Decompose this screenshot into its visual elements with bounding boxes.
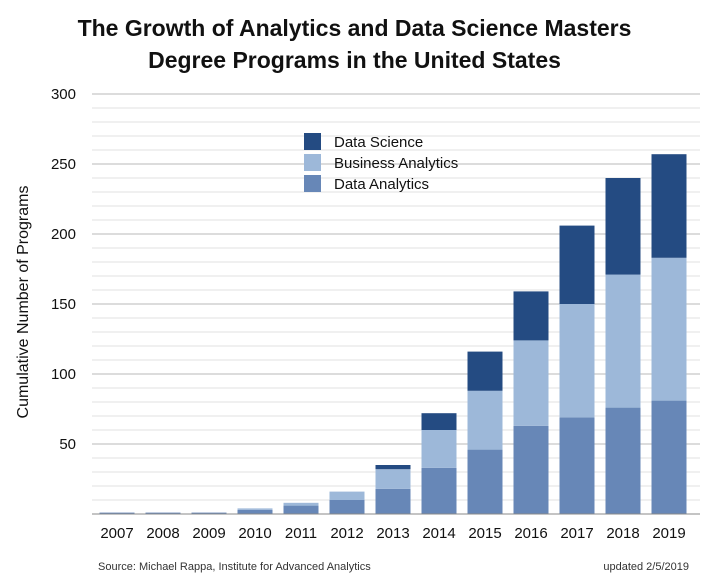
x-tick-label: 2009 [192, 525, 225, 542]
bar-data-analytics-2012 [329, 500, 365, 514]
x-tick-label: 2018 [606, 525, 639, 542]
bar-data-analytics-2017 [559, 417, 595, 514]
legend-label: Data Analytics [334, 176, 429, 193]
y-axis-ticks: 300 250 200 150 100 50 [51, 86, 76, 453]
x-tick-label: 2008 [146, 525, 179, 542]
bar-data-analytics-2010 [237, 509, 273, 514]
x-tick-label: 2010 [238, 525, 271, 542]
bar-data-science-2016 [513, 291, 549, 341]
bar-business-analytics-2015 [467, 390, 503, 450]
bar-data-science-2014 [421, 413, 457, 430]
bar-business-analytics-2010 [237, 508, 273, 510]
bar-business-analytics-2012 [329, 491, 365, 500]
y-tick-label: 250 [51, 156, 76, 173]
legend-swatch-data-analytics [304, 175, 321, 192]
legend-label: Business Analytics [334, 155, 458, 172]
bar-data-analytics-2014 [421, 467, 457, 514]
bar-business-analytics-2013 [375, 469, 411, 489]
y-axis-title: Cumulative Number of Programs [15, 186, 32, 419]
x-tick-label: 2019 [652, 525, 685, 542]
updated-note: updated 2/5/2019 [603, 561, 689, 573]
x-tick-label: 2016 [514, 525, 547, 542]
y-tick-label: 200 [51, 226, 76, 243]
x-axis-ticks: 2007 2008 2009 2010 2011 2012 2013 2014 2015 2016… [100, 525, 685, 542]
bar-data-analytics-2011 [283, 505, 319, 514]
bar-data-science-2013 [375, 465, 411, 470]
bar-business-analytics-2016 [513, 340, 549, 426]
grid [92, 93, 700, 501]
chart-title-line1: The Growth of Analytics and Data Science… [77, 15, 632, 41]
x-tick-label: 2017 [560, 525, 593, 542]
y-tick-label: 150 [51, 296, 76, 313]
legend-swatch-business-analytics [304, 154, 321, 171]
x-tick-label: 2013 [376, 525, 409, 542]
chart-title: The Growth of Analytics and Data Science… [0, 12, 709, 76]
bar-data-science-2015 [467, 351, 503, 391]
bar-data-analytics-2013 [375, 488, 411, 514]
x-tick-label: 2015 [468, 525, 501, 542]
bar-business-analytics-2017 [559, 304, 595, 418]
bar-data-analytics-2015 [467, 449, 503, 514]
bar-data-analytics-2016 [513, 425, 549, 514]
x-tick-label: 2012 [330, 525, 363, 542]
y-tick-label: 100 [51, 366, 76, 383]
x-tick-label: 2014 [422, 525, 455, 542]
y-tick-label: 50 [59, 436, 76, 453]
legend-label: Data Science [334, 134, 423, 151]
legend-swatch-data-science [304, 133, 321, 150]
bar-data-analytics-2008 [145, 512, 181, 514]
bar-business-analytics-2019 [651, 257, 687, 401]
bar-business-analytics-2014 [421, 430, 457, 468]
bar-data-analytics-2009 [191, 512, 227, 514]
bar-data-science-2018 [605, 178, 641, 275]
bar-data-science-2019 [651, 154, 687, 258]
bar-data-analytics-2018 [605, 407, 641, 514]
source-note: Source: Michael Rappa, Institute for Adv… [98, 561, 371, 573]
bar-business-analytics-2018 [605, 274, 641, 408]
y-tick-label: 300 [51, 86, 76, 103]
bar-data-analytics-2019 [651, 400, 687, 514]
legend: Data Science Business Analytics Data Analy… [304, 133, 458, 193]
bar-business-analytics-2011 [283, 502, 319, 506]
bar-data-analytics-2007 [99, 512, 135, 514]
x-tick-label: 2011 [285, 525, 317, 542]
bar-data-science-2017 [559, 225, 595, 304]
x-tick-label: 2007 [100, 525, 133, 542]
bars [99, 154, 687, 514]
chart-title-line2: Degree Programs in the United States [148, 47, 561, 73]
